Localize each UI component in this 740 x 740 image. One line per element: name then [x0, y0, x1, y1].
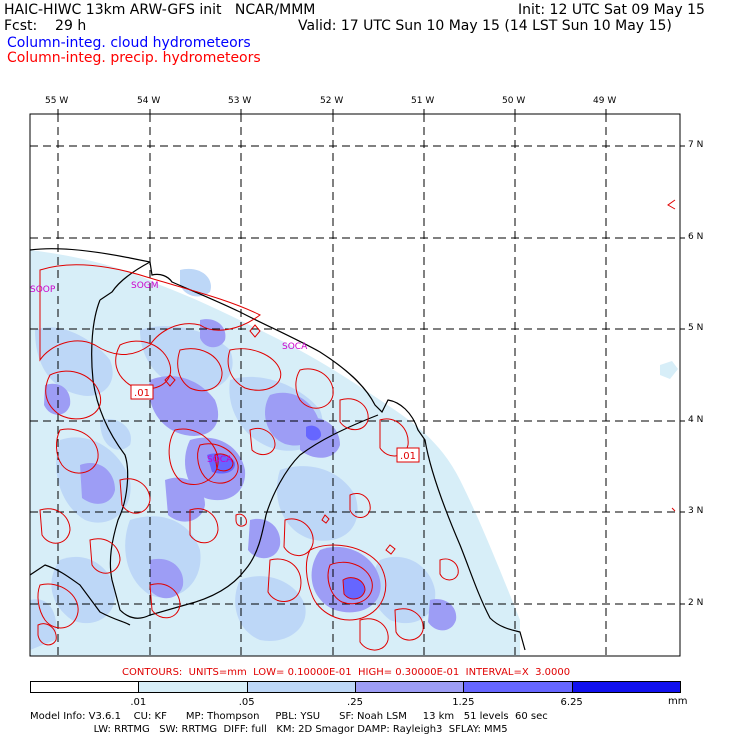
lon-label: 52 W	[320, 96, 344, 106]
lat-label: 3 N	[688, 506, 704, 516]
legend-cloud-hydrometeors: Column-integ. cloud hydrometeors	[7, 35, 251, 51]
colorbar-swatch	[463, 681, 573, 693]
lat-label: 4 N	[688, 415, 704, 425]
lat-label: 5 N	[688, 323, 704, 333]
cloud-shading-strong	[44, 319, 457, 631]
shaded-field	[30, 250, 678, 656]
cloud-shading-core	[207, 425, 365, 599]
station-label: SOOP	[30, 285, 56, 295]
lon-label: 50 W	[502, 96, 526, 106]
model-info-line1: Model Info: V3.6.1 CU: KF MP: Thompson P…	[30, 711, 548, 722]
cloud-shading-light	[660, 361, 678, 379]
colorbar-swatch	[30, 681, 140, 693]
svg-text:.01: .01	[400, 451, 416, 462]
contour-label-box-2: .01	[396, 447, 420, 463]
colorbar-unit: mm	[668, 696, 688, 707]
lon-label: 49 W	[593, 96, 617, 106]
contours-info: CONTOURS: UNITS=mm LOW= 0.10000E-01 HIGH…	[122, 667, 571, 678]
lat-label: 6 N	[688, 232, 704, 242]
precip-contours	[37, 199, 676, 651]
model-info-line2: LW: RRTMG SW: RRTMG DIFF: full KM: 2D Sm…	[30, 724, 508, 735]
init-time: Init: 12 UTC Sat 09 May 15	[518, 2, 705, 18]
lon-label: 55 W	[45, 96, 69, 106]
colorbar-tick-label: 1.25	[452, 697, 475, 708]
colorbar-swatch	[571, 681, 681, 693]
colorbar-tick-label: .05	[238, 697, 255, 708]
plot-frame	[29, 113, 681, 657]
contour-label-box-1: .01	[130, 384, 154, 400]
valid-time: Valid: 17 UTC Sun 10 May 15 (14 LST Sun …	[298, 18, 672, 34]
colorbar-swatch	[246, 681, 356, 693]
lon-label: 53 W	[228, 96, 252, 106]
station-label: SOCA	[207, 455, 233, 465]
station-label: SOCA	[282, 342, 308, 352]
legend-precip-hydrometeors: Column-integ. precip. hydrometeors	[7, 50, 261, 66]
colorbar-swatch	[138, 681, 248, 693]
lon-label: 54 W	[137, 96, 161, 106]
svg-text:.01: .01	[134, 388, 150, 399]
lon-label: 51 W	[411, 96, 435, 106]
lat-label: 7 N	[688, 140, 704, 150]
lat-label: 2 N	[688, 598, 704, 608]
station-label-fragment: SOGM	[131, 281, 159, 291]
colorbar-tick-label: .25	[347, 697, 363, 708]
colorbar-tick-label: .01	[130, 697, 147, 708]
station-labels: SOOP SOCA SOCA SOGM	[30, 281, 308, 465]
colorbar-tick-label: 6.25	[560, 697, 583, 708]
axis-ticks	[57, 109, 685, 605]
colorbar-swatch	[355, 681, 465, 693]
forecast-hour: Fcst: 29 h	[4, 18, 87, 34]
model-title: HAIC-HIWC 13km ARW-GFS init NCAR/MMM	[4, 2, 316, 18]
coastline	[30, 248, 526, 651]
